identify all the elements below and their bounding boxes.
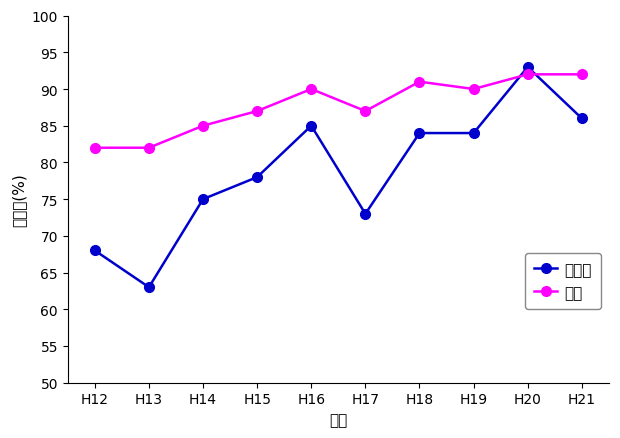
埼玉県 <box>361 212 369 217</box>
埼玉県 <box>254 175 261 180</box>
埼玉県 <box>91 248 99 254</box>
全国 <box>470 87 477 92</box>
Y-axis label: 達成率(%): 達成率(%) <box>11 173 26 226</box>
全国 <box>524 73 531 78</box>
埼玉県 <box>145 285 153 290</box>
埼玉県 <box>199 197 206 202</box>
全国 <box>361 109 369 114</box>
X-axis label: 年度: 年度 <box>329 412 347 427</box>
全国 <box>578 73 585 78</box>
Line: 全国: 全国 <box>90 71 587 153</box>
埼玉県 <box>578 117 585 122</box>
埼玉県 <box>308 124 315 129</box>
全国 <box>145 146 153 151</box>
全国 <box>254 109 261 114</box>
埼玉県 <box>524 65 531 71</box>
埼玉県 <box>470 131 477 136</box>
全国 <box>199 124 206 129</box>
全国 <box>416 80 423 85</box>
全国 <box>308 87 315 92</box>
埼玉県 <box>416 131 423 136</box>
Legend: 埼玉県, 全国: 埼玉県, 全国 <box>525 253 601 309</box>
Line: 埼玉県: 埼玉県 <box>90 63 587 293</box>
全国 <box>91 146 99 151</box>
